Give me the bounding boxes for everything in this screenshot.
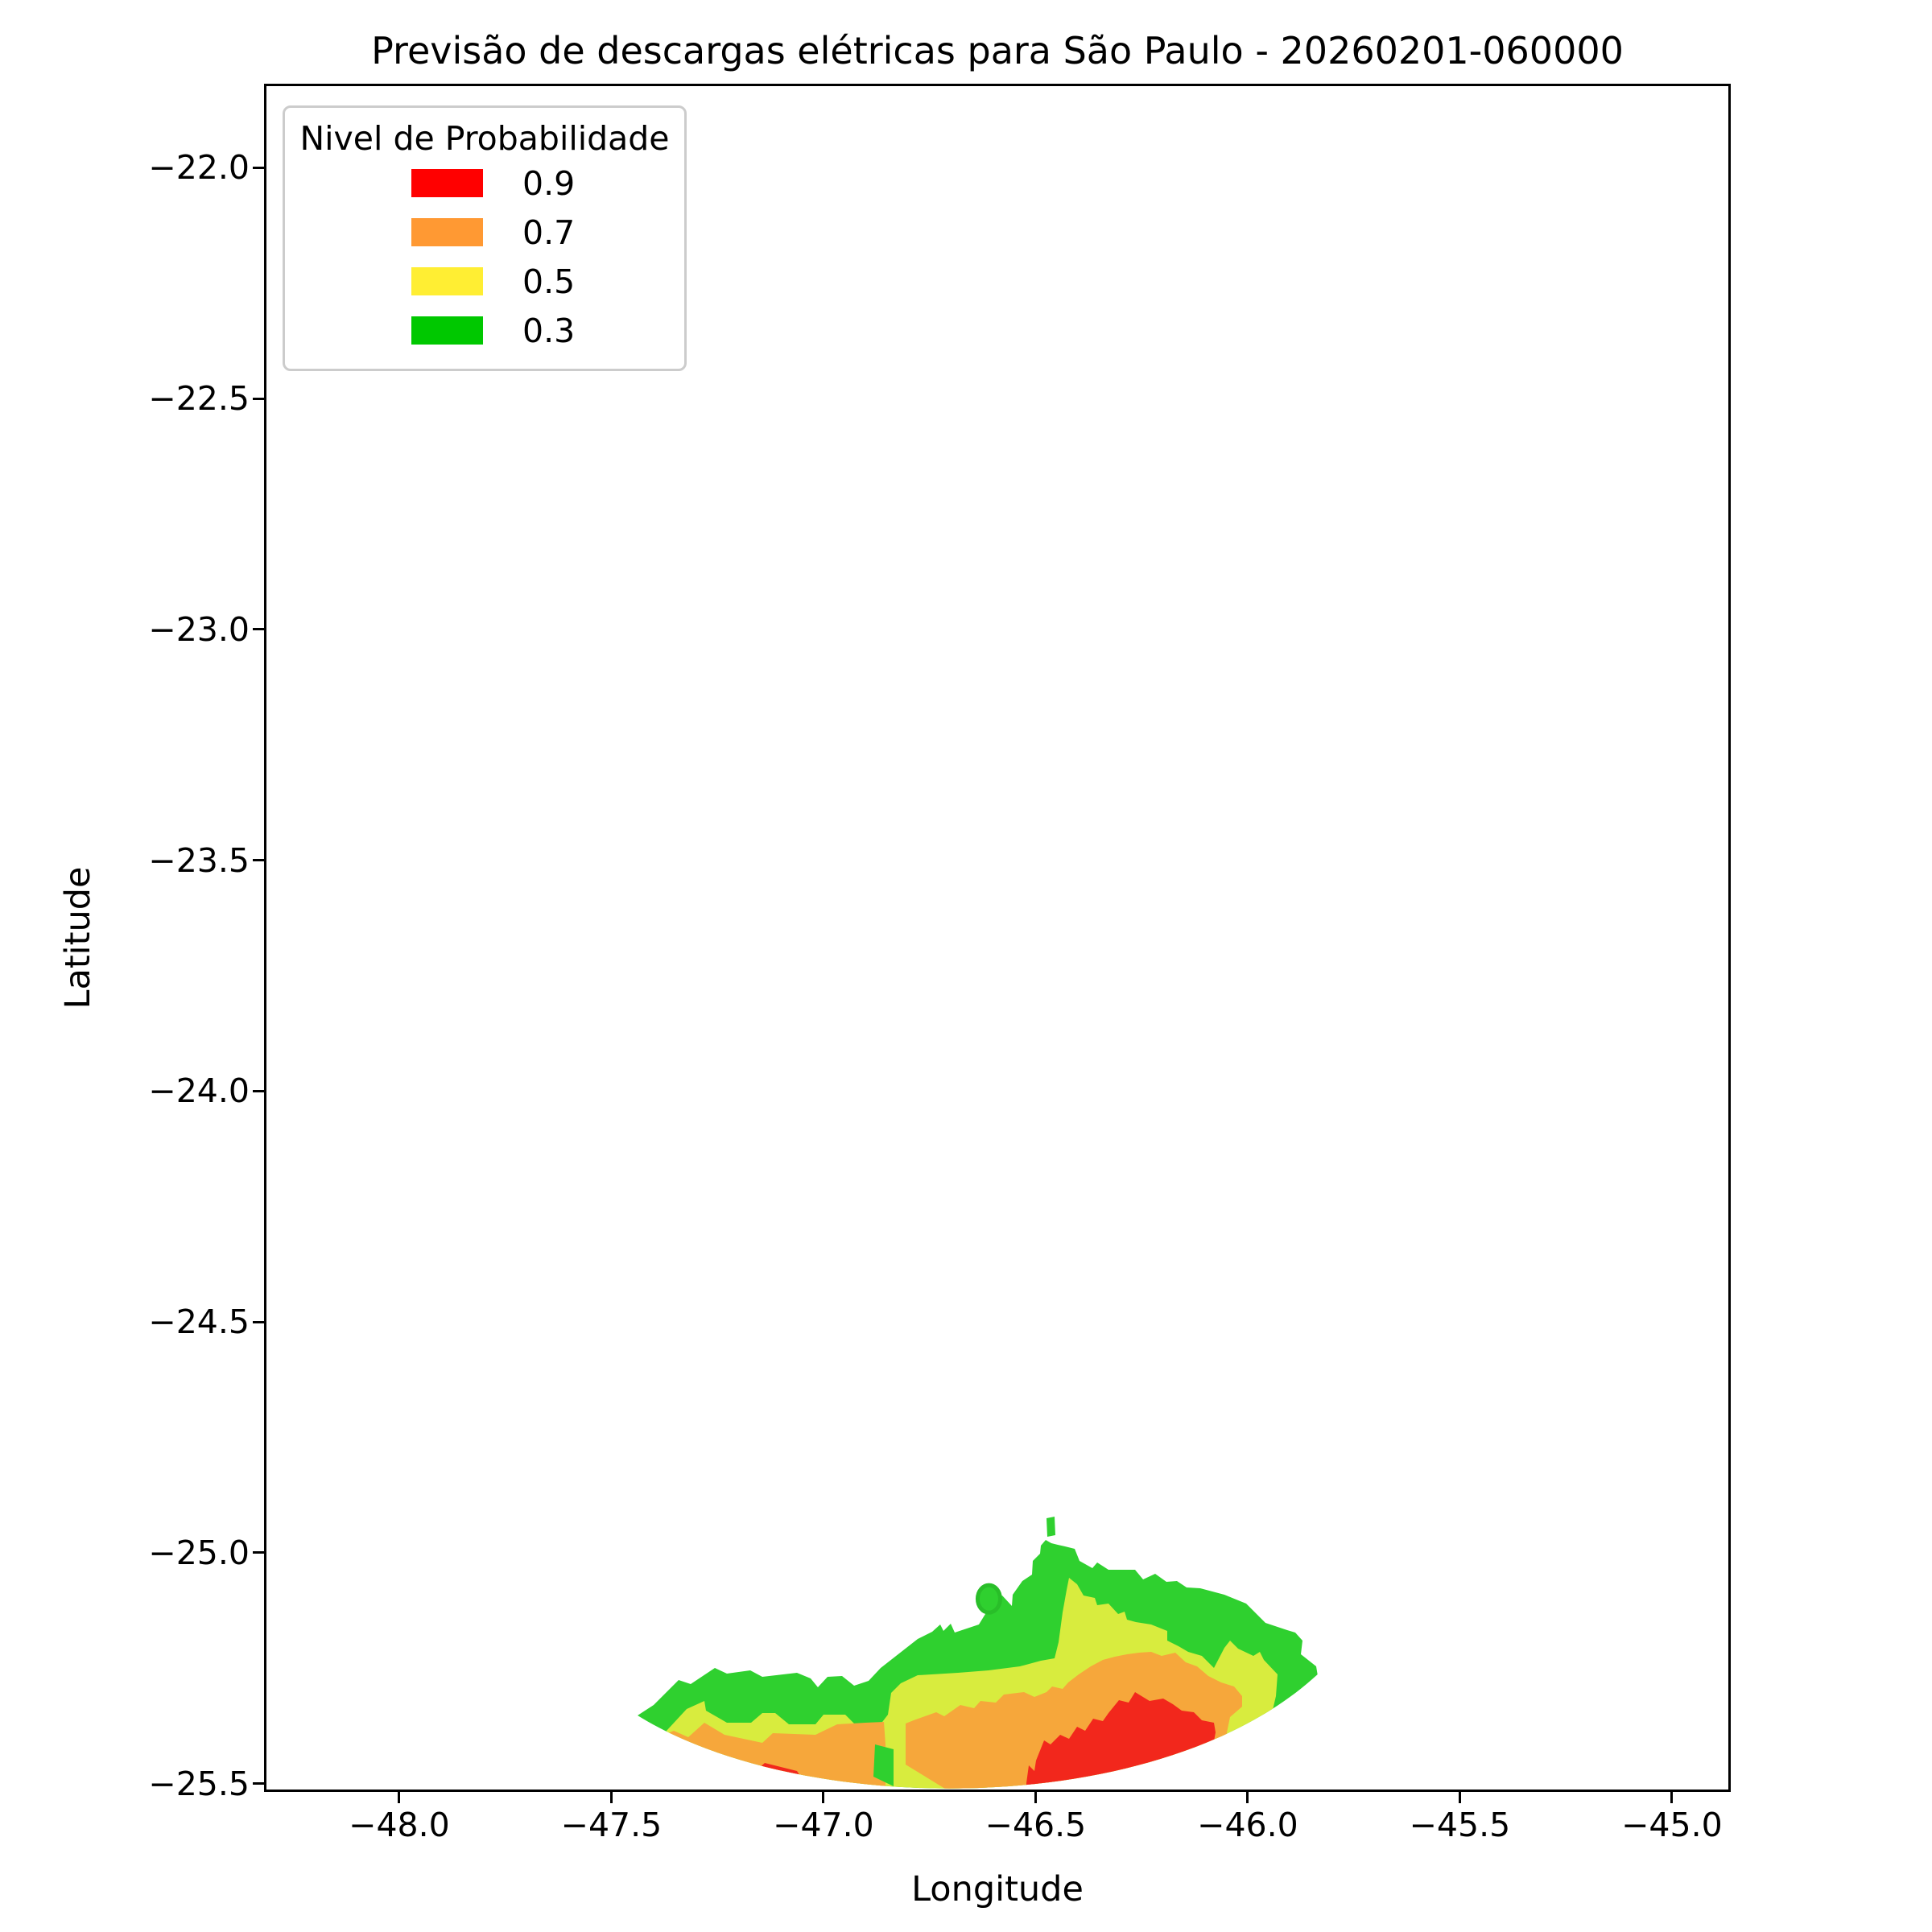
contour-level-0.3 (1046, 1517, 1055, 1537)
contour-map-svg (638, 1517, 1320, 1789)
legend-label: 0.3 (522, 312, 576, 350)
legend-label: 0.5 (522, 262, 576, 301)
y-tick-mark (253, 1551, 264, 1554)
x-tick-label: −47.0 (773, 1806, 874, 1844)
contour-level-0.3 (873, 1744, 894, 1786)
y-tick-mark (253, 1089, 264, 1092)
x-tick-mark (1670, 1792, 1674, 1803)
x-tick-label: −48.0 (349, 1806, 450, 1844)
y-tick-mark (253, 397, 264, 400)
y-tick-label: −23.0 (148, 609, 250, 649)
plot-area: Nivel de Probabilidade 0.9 0.7 0.5 0.3 (264, 84, 1731, 1792)
x-tick-label: −47.5 (560, 1806, 663, 1844)
y-tick-label: −25.5 (148, 1764, 250, 1803)
x-tick-label: −45.0 (1621, 1806, 1723, 1844)
legend-label: 0.9 (522, 164, 576, 203)
x-tick-mark (1458, 1792, 1461, 1803)
y-tick-mark (253, 1320, 264, 1323)
x-tick-mark (822, 1792, 825, 1803)
legend-title: Nivel de Probabilidade (299, 119, 670, 158)
y-tick-label: −22.5 (148, 379, 250, 419)
point-marker (975, 1583, 1002, 1615)
x-tick-mark (1034, 1792, 1037, 1803)
x-tick-mark (609, 1792, 613, 1803)
x-tick-label: −46.0 (1197, 1806, 1298, 1844)
y-tick-mark (253, 166, 264, 169)
legend-swatch (411, 218, 483, 246)
y-tick-label: −24.5 (148, 1302, 250, 1342)
legend-swatch (411, 316, 483, 345)
legend: Nivel de Probabilidade 0.9 0.7 0.5 0.3 (283, 105, 687, 371)
x-tick-mark (398, 1792, 401, 1803)
y-tick-label: −24.0 (148, 1071, 250, 1111)
x-tick-mark (1246, 1792, 1249, 1803)
y-tick-mark (253, 628, 264, 631)
y-tick-label: −22.0 (148, 148, 250, 188)
legend-swatch (411, 169, 483, 197)
x-tick-label: −45.5 (1409, 1806, 1511, 1844)
legend-label: 0.7 (522, 213, 576, 252)
x-tick-label: −46.5 (985, 1806, 1087, 1844)
chart-title: Previsão de descargas elétricas para São… (371, 29, 1624, 72)
y-tick-mark (253, 1782, 264, 1785)
y-tick-label: −23.5 (148, 840, 250, 880)
x-axis-label: Longitude (911, 1869, 1084, 1909)
contour-fill-group (638, 1517, 1320, 1789)
y-tick-mark (253, 859, 264, 862)
y-tick-label: −25.0 (148, 1533, 250, 1572)
legend-swatch (411, 267, 483, 295)
y-axis-label: Latitude (58, 866, 98, 1009)
